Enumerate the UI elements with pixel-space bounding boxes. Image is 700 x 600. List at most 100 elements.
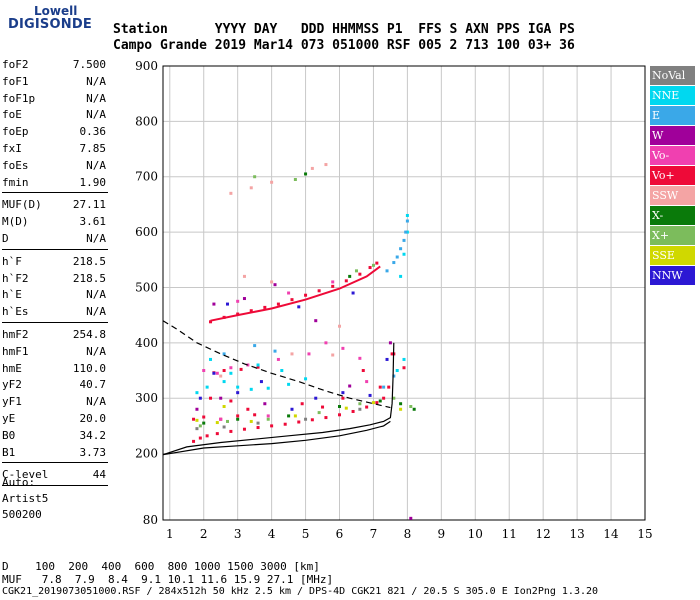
data-point	[266, 417, 270, 421]
data-point	[405, 219, 409, 223]
param-value: N/A	[86, 108, 106, 122]
data-point	[331, 280, 335, 284]
param-row: MUF(D) 27.11	[2, 198, 106, 214]
data-point	[209, 396, 213, 400]
legend-item-sse: SSE	[650, 246, 695, 265]
data-point	[375, 261, 379, 265]
data-point	[229, 399, 233, 403]
param-row: foEs N/A	[2, 159, 106, 175]
data-point	[280, 369, 284, 373]
param-value: 218.5	[72, 271, 106, 285]
data-point	[409, 516, 413, 520]
x-tick-label: 1	[166, 527, 174, 541]
data-point	[293, 414, 297, 418]
data-point	[321, 405, 325, 409]
param-value: N/A	[86, 158, 106, 172]
data-point	[219, 396, 223, 400]
data-point	[256, 421, 260, 425]
param-value: 44	[92, 468, 106, 482]
param-value: N/A	[86, 232, 106, 245]
data-point	[229, 191, 233, 195]
param-value: 218.5	[72, 254, 106, 268]
legend-item-x-: X+	[650, 226, 695, 245]
data-point	[273, 283, 277, 287]
data-point	[236, 299, 240, 303]
data-point	[290, 407, 294, 411]
data-point	[324, 416, 328, 420]
data-point	[344, 279, 348, 283]
data-point	[195, 418, 199, 422]
data-point	[297, 305, 301, 309]
data-point	[399, 407, 403, 411]
data-point	[405, 213, 409, 217]
param-key: fmin	[2, 175, 29, 189]
x-tick-label: 9	[438, 527, 446, 541]
data-point	[304, 293, 308, 297]
data-point	[222, 425, 226, 429]
data-point	[402, 252, 406, 256]
param-key: B1	[2, 445, 16, 459]
data-point	[276, 302, 280, 306]
profile-curve	[162, 420, 391, 456]
y-tick-label: 800	[135, 114, 158, 128]
param-row: yF1 N/A	[2, 395, 106, 411]
data-point	[249, 387, 253, 391]
data-point	[249, 186, 253, 190]
data-point	[404, 230, 408, 234]
x-tick-label: 12	[536, 527, 551, 541]
data-point	[354, 269, 358, 273]
data-point	[378, 399, 382, 403]
y-tick-label: 400	[135, 336, 158, 350]
data-point	[307, 352, 311, 356]
autoscaling-version: 500200	[2, 508, 42, 521]
param-row: M(D) 3.61	[2, 215, 106, 231]
data-point	[236, 417, 240, 421]
data-point	[399, 247, 403, 251]
footer-file-info: CGK21_2019073051000.RSF / 284x512h 50 kH…	[2, 586, 599, 597]
data-point	[402, 357, 406, 361]
param-key: D	[2, 232, 9, 245]
param-value: 40.7	[79, 378, 107, 392]
legend-item-vo-: Vo-	[650, 146, 695, 165]
param-key: foF1	[2, 74, 29, 88]
param-row: foF1 N/A	[2, 75, 106, 91]
data-point	[314, 396, 318, 400]
data-point	[378, 385, 382, 389]
data-point	[338, 324, 342, 328]
data-point	[371, 401, 375, 405]
data-point	[222, 352, 226, 356]
param-key: hmF2	[2, 328, 29, 341]
data-point	[239, 367, 243, 371]
y-tick-label: 80	[143, 513, 158, 527]
data-point	[385, 357, 389, 361]
data-point	[310, 418, 314, 422]
x-tick-label: 15	[637, 527, 652, 541]
param-row: hmF2 254.8	[2, 328, 106, 344]
data-point	[395, 255, 399, 259]
data-point	[368, 266, 372, 270]
data-point	[229, 366, 233, 370]
data-point	[205, 385, 209, 389]
x-tick-label: 5	[302, 527, 310, 541]
x-tick-label: 10	[468, 527, 483, 541]
data-point	[287, 291, 291, 295]
param-row: C-level 44	[2, 468, 106, 484]
data-point	[385, 269, 389, 273]
data-point	[361, 369, 365, 373]
data-point	[256, 426, 260, 430]
data-point	[358, 407, 362, 411]
param-row: foF1p N/A	[2, 92, 106, 108]
data-point	[242, 274, 246, 278]
param-value: N/A	[86, 74, 106, 88]
data-point	[246, 407, 250, 411]
data-point	[348, 274, 352, 278]
legend-item-e: E	[650, 106, 695, 125]
data-point	[304, 172, 308, 176]
param-row: h`F 218.5	[2, 255, 106, 271]
data-point	[287, 382, 291, 386]
data-point	[314, 319, 318, 323]
param-row: h`F2 218.5	[2, 272, 106, 288]
param-row: hmE 110.0	[2, 362, 106, 378]
data-point	[351, 409, 355, 413]
data-point	[202, 421, 206, 425]
